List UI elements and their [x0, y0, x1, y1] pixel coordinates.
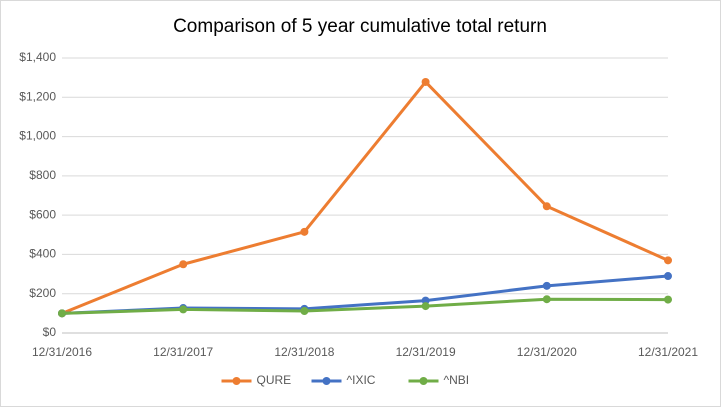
data-point — [58, 309, 66, 318]
data-point — [179, 305, 188, 314]
legend-label: ^NBI — [444, 373, 470, 387]
legend-label: ^IXIC — [347, 373, 376, 387]
y-tick-label: $0 — [43, 325, 57, 339]
data-point — [664, 256, 672, 265]
series-line — [61, 80, 669, 315]
data-point — [421, 77, 430, 86]
chart-title: Comparison of 5 year cumulative total re… — [173, 16, 547, 37]
data-point — [542, 295, 551, 304]
data-point — [421, 296, 430, 305]
y-tick-label: $1,400 — [19, 50, 56, 64]
x-tick-label: 12/31/2018 — [274, 345, 334, 359]
series-line — [61, 297, 669, 315]
x-tick-label: 12/31/2020 — [517, 345, 577, 359]
data-point — [300, 227, 309, 236]
data-point — [179, 260, 188, 269]
x-tick-label: 12/31/2017 — [153, 345, 213, 359]
y-tick-label: $400 — [29, 247, 56, 261]
x-tick-label: 12/31/2016 — [32, 345, 92, 359]
data-point — [664, 295, 672, 304]
legend-marker — [419, 377, 428, 385]
data-point — [664, 272, 672, 281]
x-tick-label: 12/31/2019 — [396, 345, 456, 359]
legend-marker — [322, 377, 331, 385]
legend-label: QURE — [257, 373, 292, 387]
y-tick-label: $200 — [29, 286, 56, 300]
data-point — [421, 302, 430, 311]
y-tick-label: $600 — [29, 207, 56, 221]
legend-marker — [232, 377, 241, 385]
data-point — [300, 307, 309, 315]
x-tick-label: 12/31/2021 — [638, 345, 698, 359]
y-tick-label: $1,200 — [19, 89, 56, 103]
y-tick-label: $800 — [29, 168, 56, 182]
data-point — [542, 281, 551, 290]
y-tick-label: $1,000 — [19, 129, 56, 143]
data-point — [542, 202, 551, 211]
